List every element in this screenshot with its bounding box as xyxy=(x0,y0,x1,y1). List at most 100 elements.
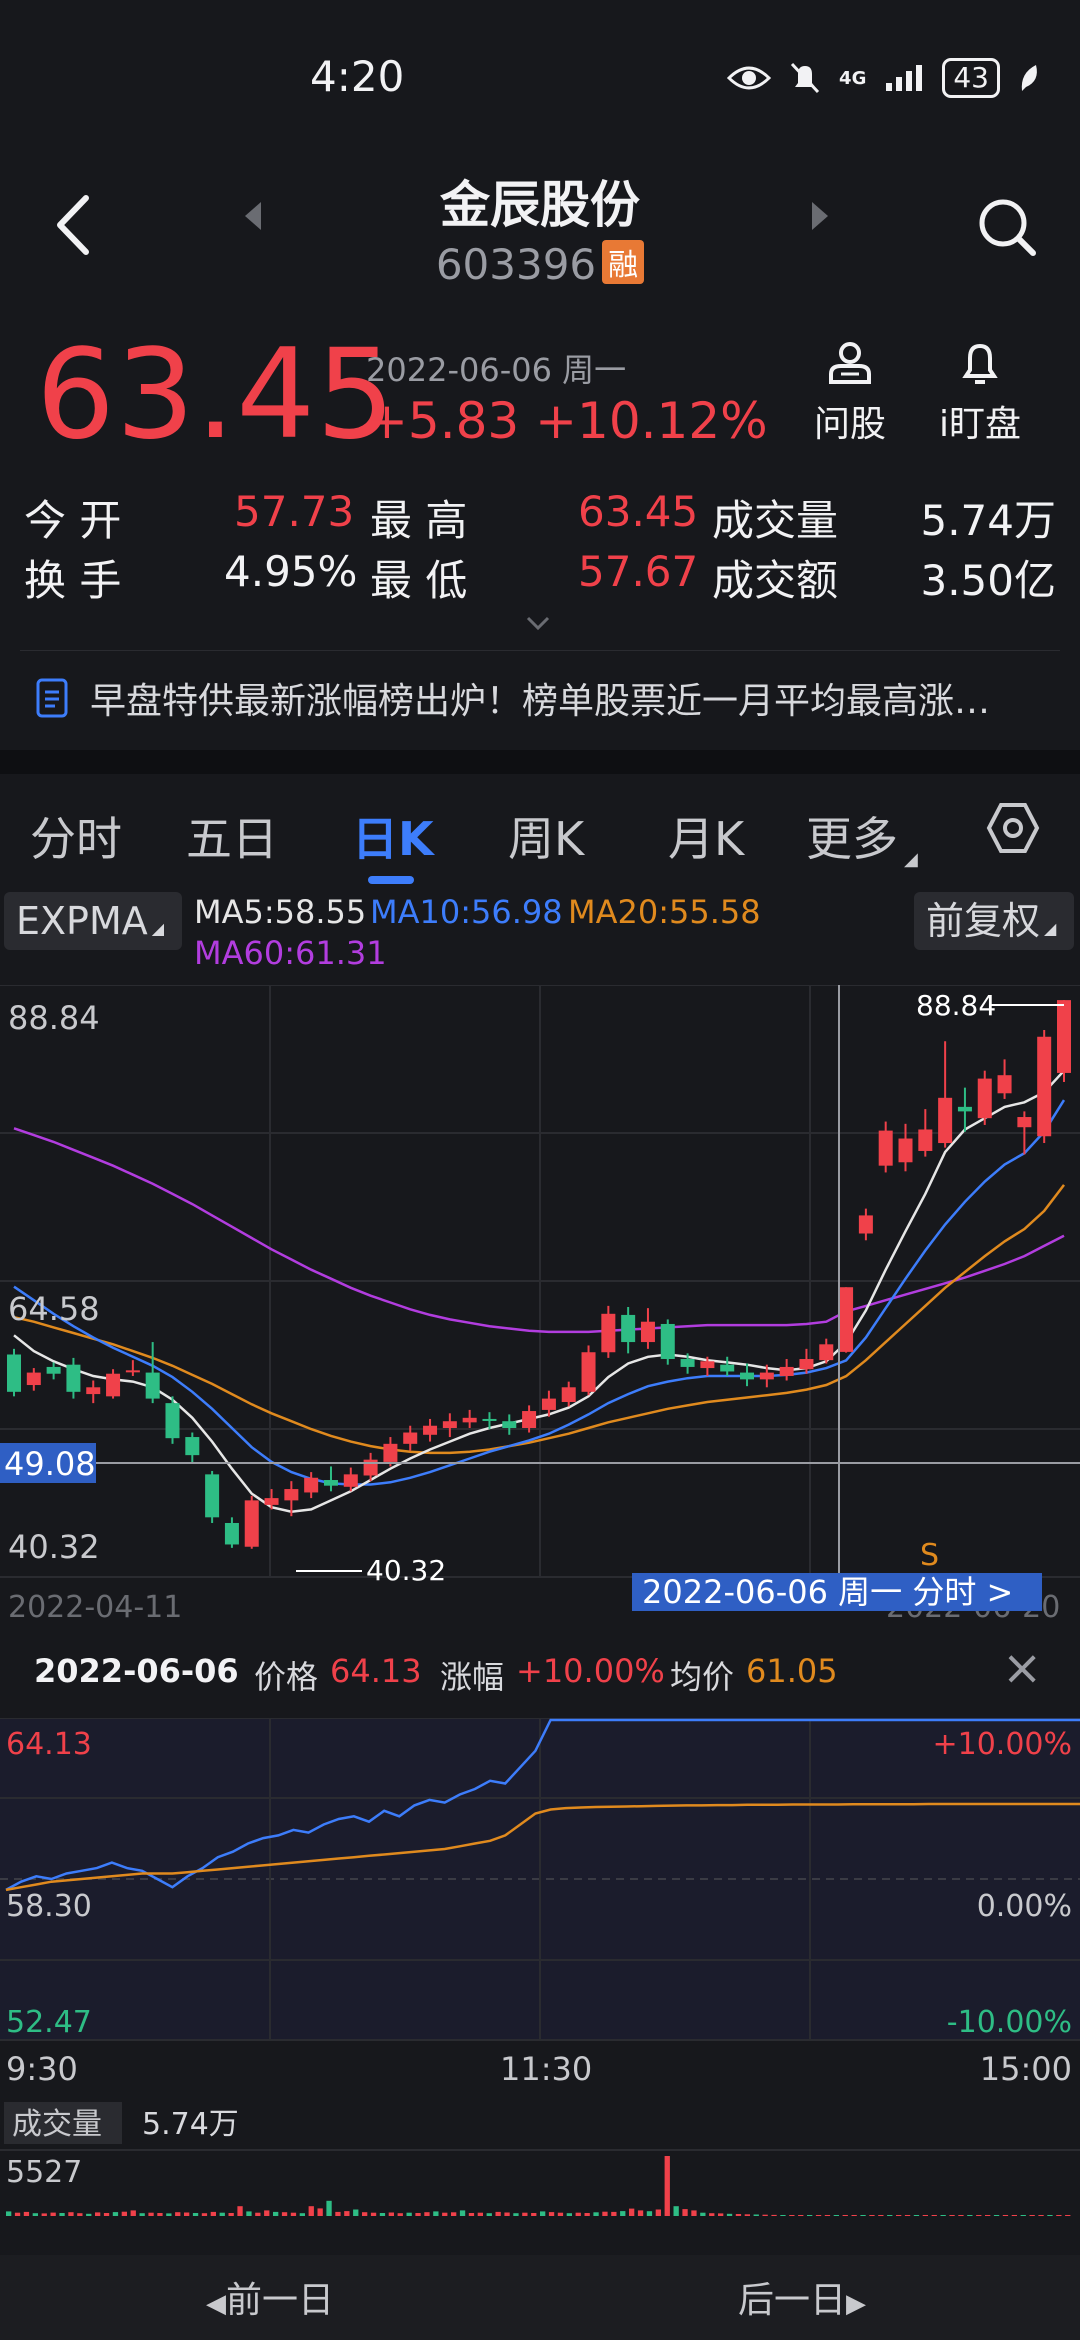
volume-bar xyxy=(388,2212,394,2216)
ma60-line xyxy=(13,1127,1065,1334)
volume-label: 成交量 xyxy=(712,496,839,545)
volume-bar xyxy=(335,2211,341,2216)
next-day-button[interactable]: 后一日▶ xyxy=(738,2271,866,2323)
volume-bar xyxy=(1020,2215,1026,2216)
intraday-grid xyxy=(0,1718,1080,2041)
volume-bar xyxy=(575,2212,581,2216)
low-label: 最 低 xyxy=(370,556,468,605)
volume-bar xyxy=(860,2215,866,2216)
candle-body xyxy=(740,1372,755,1380)
crosshair-date-box[interactable] xyxy=(632,1573,1042,1611)
volume-bar xyxy=(290,2212,297,2216)
volume-total: 5.74万 xyxy=(142,2107,239,2142)
tab-more[interactable]: 更多 ◢ xyxy=(806,803,918,870)
candle-body xyxy=(383,1443,398,1462)
stock-code: 603396 xyxy=(435,240,597,289)
volume-bar xyxy=(940,2215,946,2216)
volume-bar xyxy=(50,2212,56,2216)
tab-intraday[interactable]: 分时 xyxy=(30,812,122,866)
intraday-pct-mid: 0.00% xyxy=(977,1889,1072,1924)
prev-day-button[interactable]: ◀前一日 xyxy=(206,2271,334,2323)
watch-button[interactable]: i盯盘 xyxy=(930,340,1030,447)
ask-stock-button[interactable]: 问股 xyxy=(800,340,900,447)
candle-body xyxy=(482,1418,497,1421)
crosshair-date[interactable]: 2022-06-06 周一 分时 > xyxy=(642,1573,1013,1611)
document-icon xyxy=(36,678,68,718)
candle-body xyxy=(323,1480,338,1486)
candle-body xyxy=(145,1372,160,1399)
volume-bar xyxy=(904,2215,911,2216)
status-icons: 4G 43 xyxy=(727,58,1040,98)
volume-bar xyxy=(620,2211,626,2216)
status-time: 4:20 xyxy=(310,52,405,101)
time-label-noon: 11:30 xyxy=(500,2050,592,2088)
candle-body xyxy=(977,1078,992,1119)
next-stock-icon[interactable] xyxy=(812,202,828,230)
tab-daily-k[interactable]: 日K xyxy=(352,812,434,866)
ma5-value: MA5:58.55 xyxy=(194,893,367,931)
volume-bar xyxy=(228,2213,234,2216)
amount-label: 成交额 xyxy=(712,556,839,605)
volume-bar xyxy=(166,2213,172,2216)
search-icon[interactable] xyxy=(975,195,1039,259)
ma5-line xyxy=(13,1069,1065,1513)
back-icon[interactable] xyxy=(48,190,108,260)
amount-value: 3.50亿 xyxy=(920,556,1056,605)
expand-chevron-icon[interactable] xyxy=(525,610,551,636)
volume-bar xyxy=(682,2209,688,2216)
volume-bar xyxy=(967,2215,973,2216)
price-change-pct: +10.12% xyxy=(535,392,768,450)
tab-weekly-k[interactable]: 周K xyxy=(508,812,585,866)
intraday-chart[interactable]: 64.13 58.30 52.47 +10.00% 0.00% -10.00% … xyxy=(0,1718,1080,2218)
next-day-icon: ▶ xyxy=(846,2289,867,2319)
volume-bar xyxy=(557,2212,564,2216)
divider xyxy=(20,650,1060,651)
intraday-date: 2022-06-06 xyxy=(34,1652,239,1690)
crosshair-price-box xyxy=(0,1443,96,1483)
tab-five-day[interactable]: 五日 xyxy=(186,812,278,866)
volume-bar xyxy=(869,2215,875,2216)
volume-bar xyxy=(780,2215,786,2216)
adjust-label: 前复权 xyxy=(926,899,1041,943)
volume-bar xyxy=(504,2212,510,2216)
volume-bar xyxy=(23,2211,30,2216)
candle-body xyxy=(957,1106,972,1112)
candle-body xyxy=(86,1387,101,1395)
prev-stock-icon[interactable] xyxy=(245,202,261,230)
volume-bar xyxy=(887,2215,893,2216)
settings-icon[interactable] xyxy=(986,801,1040,855)
volume-bar xyxy=(281,2212,288,2216)
adjust-select[interactable]: 前复权 ◢ xyxy=(914,892,1074,950)
candle-body xyxy=(918,1129,933,1151)
high-marker: 88.84 xyxy=(916,989,996,1022)
volume-bar xyxy=(86,2213,92,2216)
volume-bar xyxy=(931,2215,937,2216)
volume-bar xyxy=(637,2210,644,2216)
candle-body xyxy=(601,1313,616,1353)
candles xyxy=(7,1000,1071,1549)
volume-bar xyxy=(264,2210,270,2216)
close-icon[interactable]: × xyxy=(1002,1640,1043,1696)
user-icon xyxy=(829,342,871,384)
candle-body xyxy=(898,1138,913,1163)
candle-body xyxy=(244,1500,259,1547)
volume-bar xyxy=(726,2213,733,2216)
candle-body xyxy=(46,1366,61,1374)
network-label: 4G xyxy=(839,67,867,89)
volume-bar xyxy=(691,2210,697,2216)
candle-body xyxy=(264,1498,279,1505)
indicator-select[interactable]: EXPMA ◢ xyxy=(4,892,182,950)
news-ticker[interactable]: 早盘特供最新涨幅榜出炉！榜单股票近一月平均最高涨… xyxy=(36,670,1056,726)
volume-bar xyxy=(833,2215,839,2216)
tab-monthly-k[interactable]: 月K xyxy=(668,812,745,866)
volume-bar xyxy=(246,2211,252,2216)
volume-bar xyxy=(68,2212,74,2216)
candle-body xyxy=(621,1314,636,1343)
prev-day-label: 前一日 xyxy=(226,2280,335,2321)
candle-body xyxy=(720,1364,735,1372)
candle-body xyxy=(522,1411,537,1428)
kline-chart[interactable]: 88.84 64.58 49.08 40.32 88.84 40.32 S 20… xyxy=(0,985,1080,1625)
volume-bar xyxy=(370,2212,377,2216)
prev-day-icon: ◀ xyxy=(206,2289,226,2319)
candle-body xyxy=(1037,1036,1052,1137)
